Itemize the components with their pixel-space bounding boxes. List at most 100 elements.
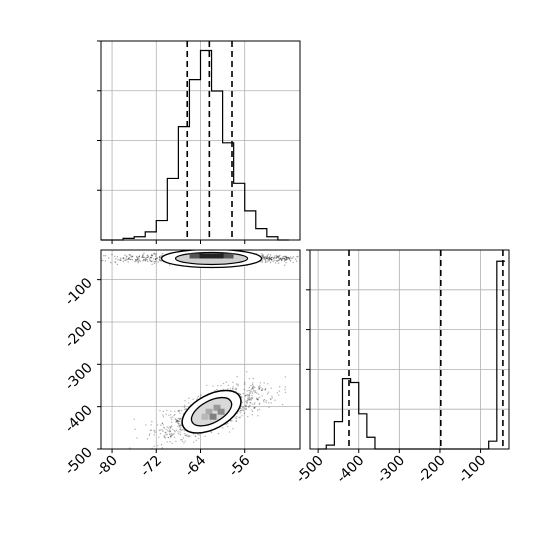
scatter-point [307, 257, 308, 258]
scatter-point [133, 418, 135, 420]
scatter-point [148, 434, 151, 436]
scatter-point [210, 431, 213, 434]
scatter-point [261, 388, 264, 390]
scatter-point [246, 402, 249, 404]
scatter-point [244, 400, 247, 403]
scatter-point [276, 254, 278, 257]
scatter-point [176, 420, 178, 423]
scatter-point [272, 257, 275, 260]
scatter-point [261, 260, 263, 262]
scatter-point [277, 259, 279, 262]
scatter-point [259, 382, 262, 384]
scatter-point [249, 401, 251, 404]
scatter-point [78, 260, 79, 261]
scatter-point [142, 254, 144, 257]
scatter-point [265, 256, 267, 258]
scatter-point [332, 261, 333, 262]
scatter-point [303, 254, 304, 255]
scatter-point [234, 388, 236, 390]
scatter-point [287, 257, 290, 259]
scatter-point [154, 430, 156, 432]
scatter-point [277, 257, 280, 259]
scatter-point [166, 426, 168, 428]
scatter-point [149, 260, 152, 262]
scatter-point [246, 399, 249, 402]
scatter-point [159, 257, 162, 259]
scatter-point [175, 440, 177, 443]
scatter-point [169, 427, 172, 429]
scatter-point [278, 255, 280, 258]
scatter-point [162, 424, 165, 426]
scatter-point [271, 397, 273, 399]
scatter-point [308, 256, 309, 257]
scatter-point [253, 407, 255, 409]
scatter-point [294, 258, 297, 261]
scatter-point [154, 258, 157, 260]
scatter-point [172, 416, 174, 418]
scatter-point [143, 252, 145, 254]
scatter-point [248, 395, 250, 397]
scatter-point [103, 254, 105, 257]
scatter-point [135, 259, 137, 261]
scatter-point [144, 258, 147, 260]
scatter-point [136, 256, 138, 259]
scatter-point [181, 440, 184, 443]
scatter-point [270, 257, 273, 259]
scatter-point [122, 257, 124, 259]
scatter-point [277, 256, 280, 258]
scatter-point [217, 432, 220, 435]
scatter-point [159, 259, 161, 262]
scatter-point [131, 255, 134, 258]
scatter-point [161, 422, 164, 424]
scatter-point [136, 260, 138, 262]
scatter-point [249, 398, 251, 400]
scatter-point [232, 386, 234, 388]
histogram-step [101, 49, 289, 241]
scatter-point [327, 258, 328, 259]
scatter-point [246, 371, 248, 373]
scatter-point [162, 430, 164, 433]
scatter-point [150, 254, 153, 256]
scatter-point [200, 394, 202, 396]
scatter-point [275, 259, 277, 262]
scatter-point [241, 401, 243, 404]
scatter-point [269, 259, 271, 261]
scatter-point [247, 397, 249, 399]
scatter-point [149, 429, 152, 432]
scatter-point [330, 257, 331, 258]
scatter-point [126, 255, 128, 257]
scatter-point [263, 256, 265, 259]
scatter-point [247, 393, 249, 396]
scatter-point [175, 420, 178, 423]
scatter-point [179, 420, 181, 423]
scatter-point [245, 405, 247, 407]
scatter-point [269, 398, 272, 400]
scatter-point [147, 256, 150, 258]
scatter-point [161, 252, 164, 255]
scatter-point [157, 444, 159, 447]
scatter-point [185, 408, 187, 410]
scatter-point [180, 417, 182, 419]
scatter-point [176, 419, 178, 422]
scatter-point [173, 414, 175, 417]
scatter-point [123, 257, 125, 259]
scatter-point [214, 390, 216, 392]
scatter-point [321, 258, 322, 259]
scatter-point [262, 255, 264, 257]
scatter-point [153, 434, 155, 436]
scatter-point [212, 385, 214, 387]
scatter-point [258, 387, 261, 390]
scatter-point [281, 259, 283, 261]
scatter-point [152, 258, 155, 260]
scatter-point [177, 410, 180, 412]
scatter-point [120, 259, 122, 261]
scatter-point [79, 260, 80, 261]
scatter-point [165, 432, 167, 434]
scatter-point [285, 261, 287, 264]
scatter-point [128, 447, 131, 449]
scatter-point [104, 260, 107, 262]
scatter-point [199, 396, 201, 398]
scatter-point [251, 409, 253, 411]
scatter-point [170, 435, 172, 437]
scatter-point [240, 396, 243, 398]
